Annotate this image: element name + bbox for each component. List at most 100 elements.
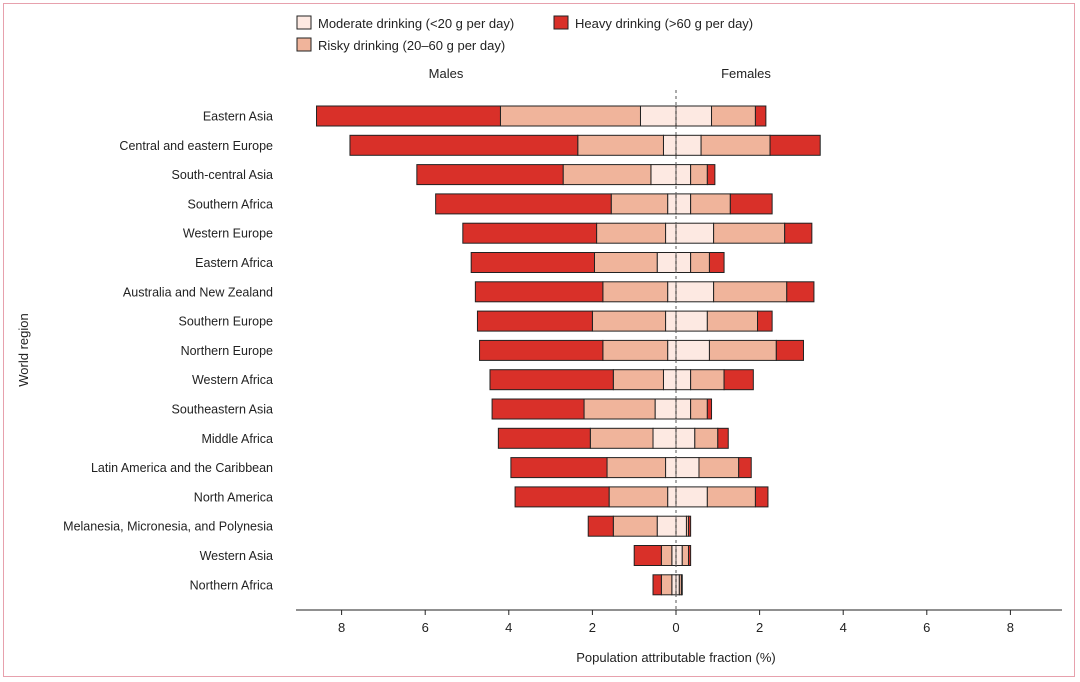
male-risky-bar <box>660 574 673 596</box>
male-risky-bar <box>593 252 658 273</box>
male-heavy-bar <box>479 339 604 361</box>
bars <box>316 105 821 596</box>
female-moderate-bar <box>675 222 715 244</box>
male-heavy-bar <box>416 164 564 186</box>
female-heavy-bar <box>769 134 821 156</box>
x-tick-label: 6 <box>923 620 930 635</box>
female-heavy-bar <box>754 105 767 127</box>
legend-label-risky: Risky drinking (20–60 g per day) <box>318 38 505 53</box>
female-moderate-bar <box>675 105 713 127</box>
female-risky-bar <box>711 105 756 127</box>
female-moderate-bar <box>675 398 692 420</box>
female-moderate-bar <box>675 339 710 361</box>
female-heavy-bar <box>706 164 716 186</box>
male-moderate-bar <box>650 164 677 186</box>
x-tick-label: 2 <box>756 620 763 635</box>
male-risky-bar <box>499 105 641 127</box>
female-moderate-bar <box>675 193 692 215</box>
female-risky-bar <box>681 545 690 566</box>
male-moderate-bar <box>665 222 677 244</box>
x-tick-label: 4 <box>840 620 847 635</box>
female-moderate-bar <box>675 252 692 273</box>
male-moderate-bar <box>662 369 677 391</box>
x-tick-label: 8 <box>1007 620 1014 635</box>
male-risky-bar <box>608 486 669 508</box>
female-heavy-bar <box>717 427 729 449</box>
male-moderate-bar <box>667 339 677 361</box>
x-tick-label: 4 <box>505 620 512 635</box>
male-heavy-bar <box>435 193 612 215</box>
male-heavy-bar <box>510 457 608 479</box>
region-label: Southeastern Asia <box>172 403 274 417</box>
region-label: Western Africa <box>192 373 273 387</box>
male-heavy-bar <box>476 310 593 332</box>
female-risky-bar <box>706 486 756 508</box>
female-heavy-bar <box>729 193 773 215</box>
female-moderate-bar <box>675 281 715 303</box>
male-moderate-bar <box>656 252 677 273</box>
female-risky-bar <box>690 252 710 273</box>
male-moderate-bar <box>667 486 677 508</box>
region-label: Northern Africa <box>190 578 273 592</box>
female-moderate-bar <box>675 515 687 537</box>
female-moderate-bar <box>675 574 680 596</box>
region-label: Latin America and the Caribbean <box>91 461 273 475</box>
male-risky-bar <box>583 398 656 420</box>
female-moderate-bar <box>675 134 702 156</box>
male-moderate-bar <box>665 457 677 479</box>
male-heavy-bar <box>497 427 591 449</box>
female-risky-bar <box>690 398 708 420</box>
region-label: Central and eastern Europe <box>119 139 273 153</box>
female-risky-bar <box>690 164 708 186</box>
y-axis-title: World region <box>16 313 31 386</box>
x-axis: 8 6 4 2 0 2 4 6 8 <box>296 609 1062 635</box>
region-label: Southern Europe <box>178 315 273 329</box>
male-risky-bar <box>610 193 669 215</box>
x-tick-label: 8 <box>338 620 345 635</box>
region-label: Australia and New Zealand <box>123 285 273 299</box>
female-heavy-bar <box>708 252 725 273</box>
male-risky-bar <box>596 222 667 244</box>
region-label: Southern Africa <box>188 197 274 211</box>
male-risky-bar <box>612 369 664 391</box>
female-risky-bar <box>713 222 786 244</box>
legend-swatch-moderate <box>296 15 312 30</box>
females-label: Females <box>721 66 771 81</box>
female-heavy-bar <box>706 398 713 420</box>
female-risky-bar <box>706 310 759 332</box>
female-heavy-bar <box>786 281 815 303</box>
region-label: Melanesia, Micronesia, and Polynesia <box>63 520 273 534</box>
male-heavy-bar <box>349 134 579 156</box>
male-heavy-bar <box>633 545 662 566</box>
region-label: Northern Europe <box>181 344 273 358</box>
female-heavy-bar <box>723 369 754 391</box>
male-moderate-bar <box>671 545 677 566</box>
male-moderate-bar <box>662 134 677 156</box>
legend-label-heavy: Heavy drinking (>60 g per day) <box>575 16 753 31</box>
region-label: North America <box>194 490 273 504</box>
female-moderate-bar <box>675 164 692 186</box>
male-heavy-bar <box>489 369 614 391</box>
legend-swatch-risky <box>296 37 312 52</box>
female-moderate-bar <box>675 310 708 332</box>
female-heavy-bar <box>784 222 813 244</box>
legend: Moderate drinking (<20 g per day) Heavy … <box>296 15 753 53</box>
female-risky-bar <box>698 457 740 479</box>
male-risky-bar <box>562 164 652 186</box>
region-labels: Eastern Asia Central and eastern Europe So… <box>63 110 273 593</box>
male-moderate-bar <box>639 105 677 127</box>
male-risky-bar <box>606 457 667 479</box>
region-label: Western Europe <box>183 227 273 241</box>
female-risky-bar <box>713 281 788 303</box>
legend-label-moderate: Moderate drinking (<20 g per day) <box>318 16 514 31</box>
female-moderate-bar <box>675 427 696 449</box>
male-heavy-bar <box>462 222 598 244</box>
male-risky-bar <box>589 427 654 449</box>
region-label: Eastern Africa <box>195 256 273 270</box>
male-moderate-bar <box>667 281 677 303</box>
female-heavy-bar <box>688 545 692 566</box>
female-risky-bar <box>694 427 719 449</box>
male-risky-bar <box>577 134 664 156</box>
region-label: Eastern Asia <box>203 110 273 124</box>
x-tick-label: 2 <box>589 620 596 635</box>
